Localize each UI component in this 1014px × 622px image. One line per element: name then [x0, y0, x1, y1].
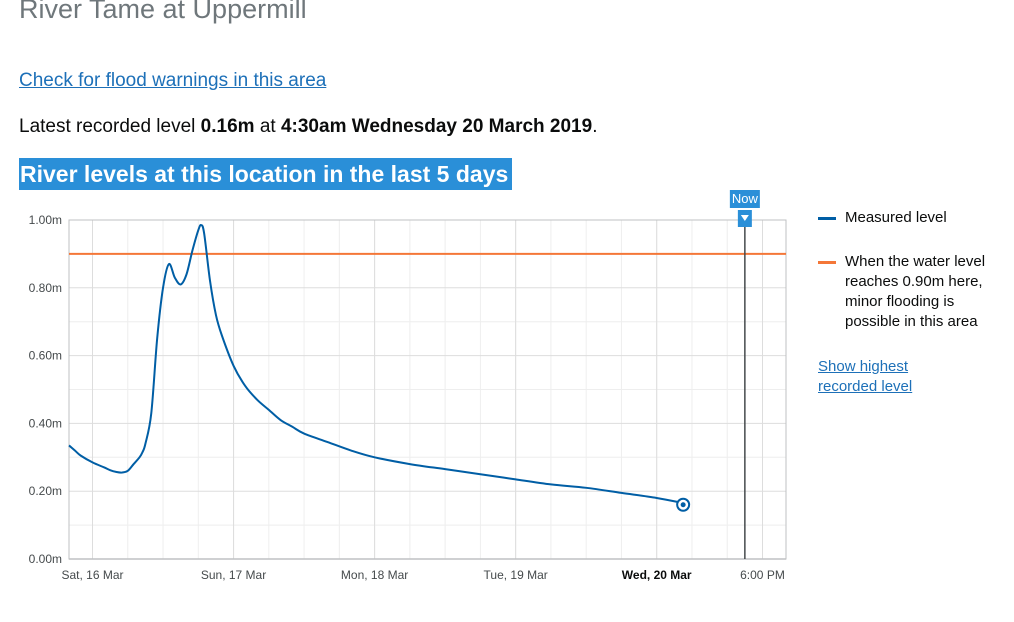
now-label-box — [729, 190, 760, 208]
latest-level-suffix: . — [592, 116, 598, 137]
page-title: River Tame at Uppermill — [19, 0, 307, 24]
legend-item-measured: Measured level — [818, 208, 988, 228]
y-tick-label: 0.20m — [29, 484, 62, 498]
grid-layer — [68, 219, 787, 560]
section-heading: River levels at this location in the las… — [19, 158, 513, 190]
latest-level-text: Latest recorded level 0.16m at 4:30am We… — [19, 116, 597, 138]
flood-warnings-link[interactable]: Check for flood warnings in this area — [19, 70, 327, 91]
latest-level-prefix: Latest recorded level — [19, 116, 196, 137]
y-tick-label: 0.40m — [29, 416, 62, 430]
latest-level-value: 0.16m — [200, 116, 255, 137]
x-tick-label: Sun, 17 Mar — [201, 568, 266, 582]
latest-level-point[interactable] — [676, 497, 691, 512]
legend-item-threshold: When the water level reaches 0.90m here,… — [818, 252, 988, 332]
latest-level-time: 4:30am Wednesday 20 March 2019 — [280, 116, 593, 137]
x-tick-label: Wed, 20 Mar — [622, 568, 692, 582]
x-tick-label: 6:00 PM — [740, 568, 785, 582]
y-tick-label: 1.00m — [29, 213, 62, 227]
x-tick-label: Sat, 16 Mar — [61, 568, 123, 582]
y-tick-label: 0.80m — [29, 281, 62, 295]
measured-level-line — [68, 223, 684, 505]
x-tick-label: Mon, 18 Mar — [341, 568, 408, 582]
now-marker[interactable]: Now — [729, 190, 760, 559]
chart-legend: Measured level When the water level reac… — [818, 208, 988, 397]
axis-layer: 0.00m 0.20m 0.40m 0.60m 0.80m 1.00m Sat, 16 Ma… — [29, 213, 786, 582]
latest-level-at: at — [259, 116, 276, 137]
latest-point-dot — [680, 502, 686, 508]
show-highest-level-link[interactable]: Show highest recorded level — [818, 358, 913, 395]
y-tick-label: 0.00m — [29, 552, 62, 566]
legend-swatch-threshold — [818, 261, 836, 264]
now-label: Now — [732, 191, 759, 206]
y-tick-label: 0.60m — [29, 349, 62, 363]
river-level-chart: 0.00m 0.20m 0.40m 0.60m 0.80m 1.00m Sat, 16 Ma… — [29, 190, 787, 582]
legend-swatch-measured — [818, 217, 836, 220]
legend-label-threshold: When the water level reaches 0.90m here,… — [845, 253, 986, 330]
x-tick-label: Tue, 19 Mar — [484, 568, 548, 582]
legend-label-measured: Measured level — [845, 209, 947, 226]
now-arrow-icon — [740, 215, 749, 221]
